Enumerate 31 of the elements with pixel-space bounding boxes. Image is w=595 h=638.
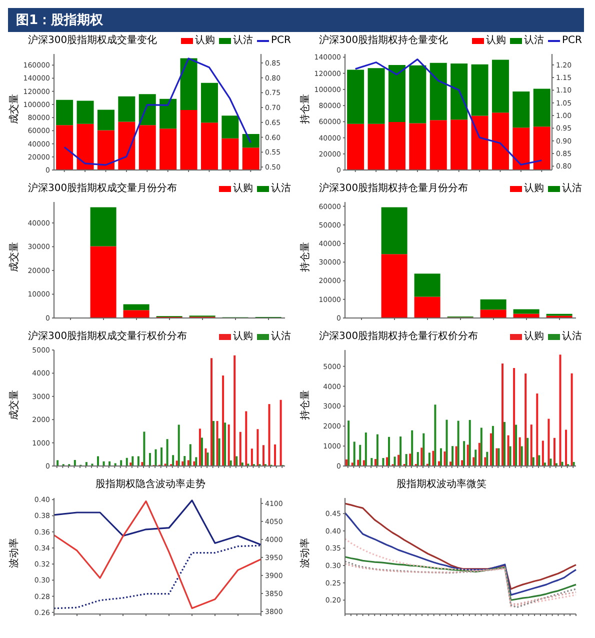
legend-label: 认沽 [562,331,582,343]
text: 图1：股指期权 [8,8,584,32]
legend-label: 认沽 [271,183,291,195]
legend-label: 认购 [486,35,506,47]
chart-title: 沪深300股指期权持仓量变化 [319,35,448,46]
y-axis-title: 波动率 [300,538,312,568]
legend-label: 认购 [524,331,544,343]
y-axis-title: 成交量 [9,242,21,272]
chart-title: 股指期权隐含波动率走势 [94,478,206,492]
y-axis-title: 持仓量 [300,242,312,272]
y-axis-title: 持仓量 [300,390,312,420]
legend-label: 认购 [233,183,253,195]
legend-label: 认购 [195,35,216,47]
legend-label: 认沽 [271,331,291,343]
legend-label: PCR [271,35,291,47]
chart-title: 沪深300股指期权成交量变化 [28,35,158,46]
chart-title: 股指期权波动率微笑 [396,478,488,492]
chart-title: 沪深300股指期权持仓量行权价分布 [319,331,478,342]
y-axis-title: 持仓量 [300,94,312,124]
legend-label: PCR [562,35,582,47]
legend-label: 认沽 [233,35,254,47]
y-axis-title: 波动率 [9,538,21,568]
chart-title: 沪深300股指期权持仓量月份分布 [319,183,468,194]
legend-label: 认沽 [562,183,582,195]
y-axis-title: 成交量 [9,390,21,420]
legend-label: 认购 [524,183,544,195]
legend-label: 认沽 [524,35,544,47]
y-axis-title: 成交量 [9,94,21,124]
chart-title: 沪深300股指期权成交量月份分布 [28,183,178,194]
chart-title: 沪深300股指期权成交量行权价分布 [28,331,188,342]
legend-label: 认购 [233,331,253,343]
